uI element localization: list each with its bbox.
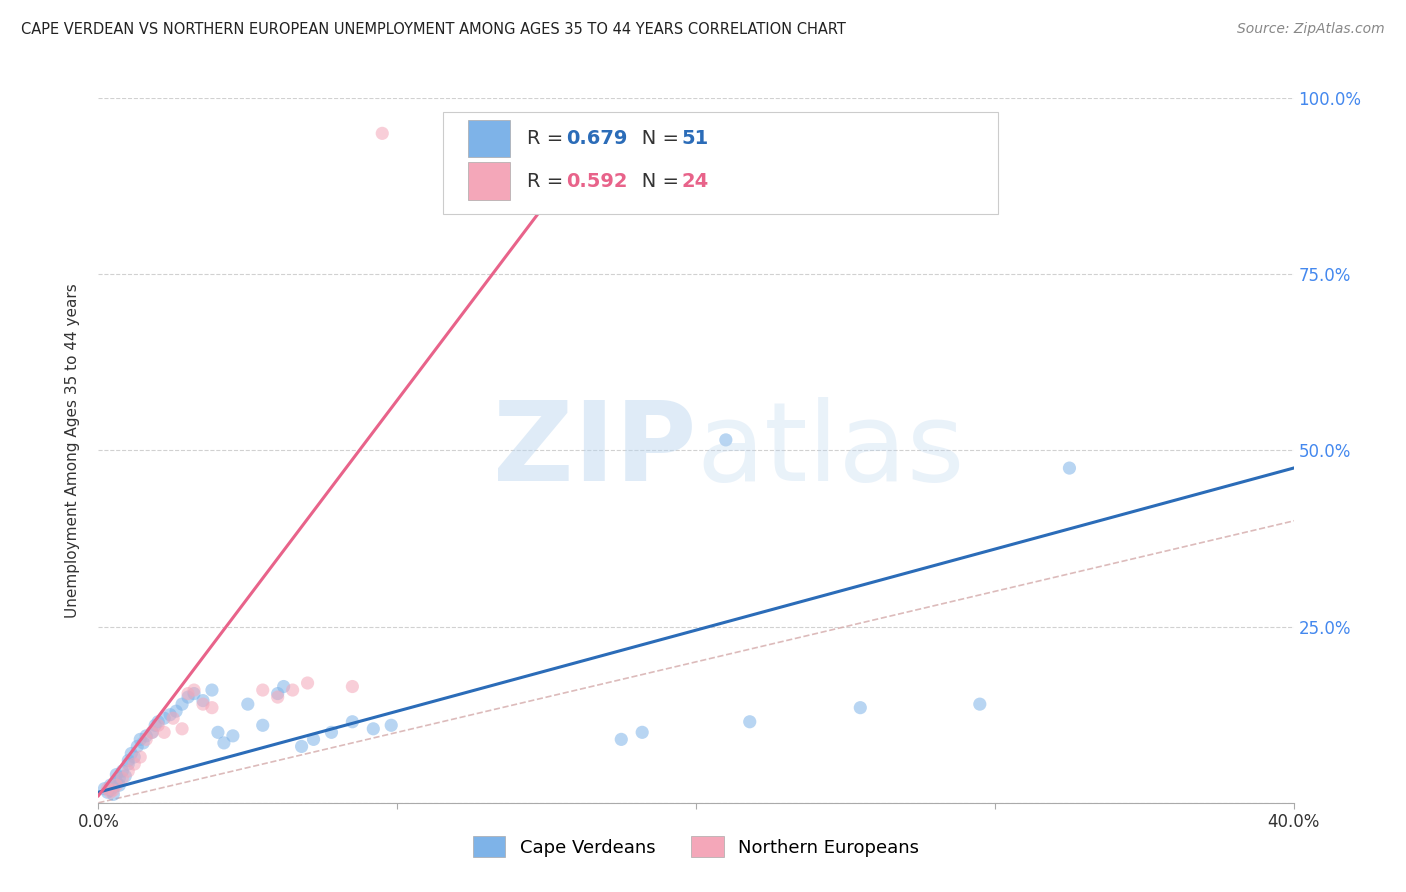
Point (342, 714, 364, 729)
Y-axis label: Unemployment Among Ages 35 to 44 years: Unemployment Among Ages 35 to 44 years (65, 283, 80, 618)
Point (129, 732, 152, 747)
Point (191, 697, 214, 711)
Text: ZIP: ZIP (492, 397, 696, 504)
Point (98, 785, 122, 799)
Text: N =: N = (623, 128, 685, 148)
Text: R =: R = (527, 128, 569, 148)
Text: CAPE VERDEAN VS NORTHERN EUROPEAN UNEMPLOYMENT AMONG AGES 35 TO 44 YEARS CORRELA: CAPE VERDEAN VS NORTHERN EUROPEAN UNEMPL… (21, 22, 846, 37)
Point (610, 732, 633, 747)
Point (1059, 461, 1081, 475)
Legend: Cape Verdeans, Northern Europeans: Cape Verdeans, Northern Europeans (465, 829, 927, 864)
Point (96, 785, 118, 799)
Point (135, 729, 157, 743)
Text: N =: N = (623, 171, 685, 191)
Point (177, 690, 200, 705)
Point (141, 725, 163, 739)
Point (93, 781, 115, 796)
Point (252, 683, 274, 698)
Point (273, 680, 295, 694)
Point (342, 680, 364, 694)
Point (371, 127, 394, 141)
Point (321, 725, 343, 739)
Point (103, 788, 125, 802)
Point (363, 722, 385, 736)
Point (165, 704, 187, 718)
Point (148, 714, 170, 729)
Point (297, 676, 319, 690)
Point (267, 690, 290, 705)
Point (132, 736, 155, 750)
Point (267, 687, 290, 701)
Point (114, 769, 136, 783)
Point (162, 711, 184, 725)
Point (183, 687, 205, 701)
Text: Source: ZipAtlas.com: Source: ZipAtlas.com (1237, 22, 1385, 37)
Point (143, 718, 166, 732)
Point (153, 725, 176, 739)
Point (124, 750, 146, 764)
Point (222, 729, 245, 743)
Point (105, 774, 128, 789)
Point (98, 783, 122, 797)
Point (124, 757, 146, 772)
Point (98, 778, 122, 792)
Point (148, 718, 170, 732)
Point (738, 714, 761, 729)
Point (105, 778, 128, 792)
Point (96, 781, 118, 796)
Text: 0.592: 0.592 (567, 171, 628, 191)
Text: 0.679: 0.679 (567, 128, 628, 148)
Text: 24: 24 (682, 171, 709, 191)
Point (281, 683, 304, 698)
Point (108, 778, 131, 792)
Point (212, 736, 235, 750)
Point (103, 783, 125, 797)
Point (141, 725, 163, 739)
Point (201, 683, 224, 698)
Point (252, 718, 274, 732)
Point (135, 732, 157, 747)
Point (183, 683, 205, 698)
Point (172, 722, 194, 736)
Point (111, 771, 134, 785)
Point (191, 693, 214, 707)
Point (103, 780, 125, 795)
Point (117, 764, 139, 778)
Point (714, 433, 737, 447)
Point (117, 757, 139, 772)
Point (153, 711, 176, 725)
Point (105, 767, 128, 781)
Point (127, 739, 149, 754)
Point (236, 697, 259, 711)
Point (108, 771, 131, 785)
Point (201, 700, 224, 714)
Point (120, 747, 142, 761)
Text: 51: 51 (682, 128, 709, 148)
Text: atlas: atlas (696, 397, 965, 504)
Point (291, 739, 314, 754)
Point (849, 700, 872, 714)
Point (111, 764, 134, 778)
Point (380, 718, 402, 732)
Point (172, 697, 194, 711)
Point (631, 725, 654, 739)
Point (129, 750, 152, 764)
Point (969, 697, 991, 711)
Point (177, 687, 200, 701)
Point (207, 725, 229, 739)
Point (159, 707, 181, 722)
Point (117, 754, 139, 768)
Text: R =: R = (527, 171, 569, 191)
Point (302, 732, 325, 747)
